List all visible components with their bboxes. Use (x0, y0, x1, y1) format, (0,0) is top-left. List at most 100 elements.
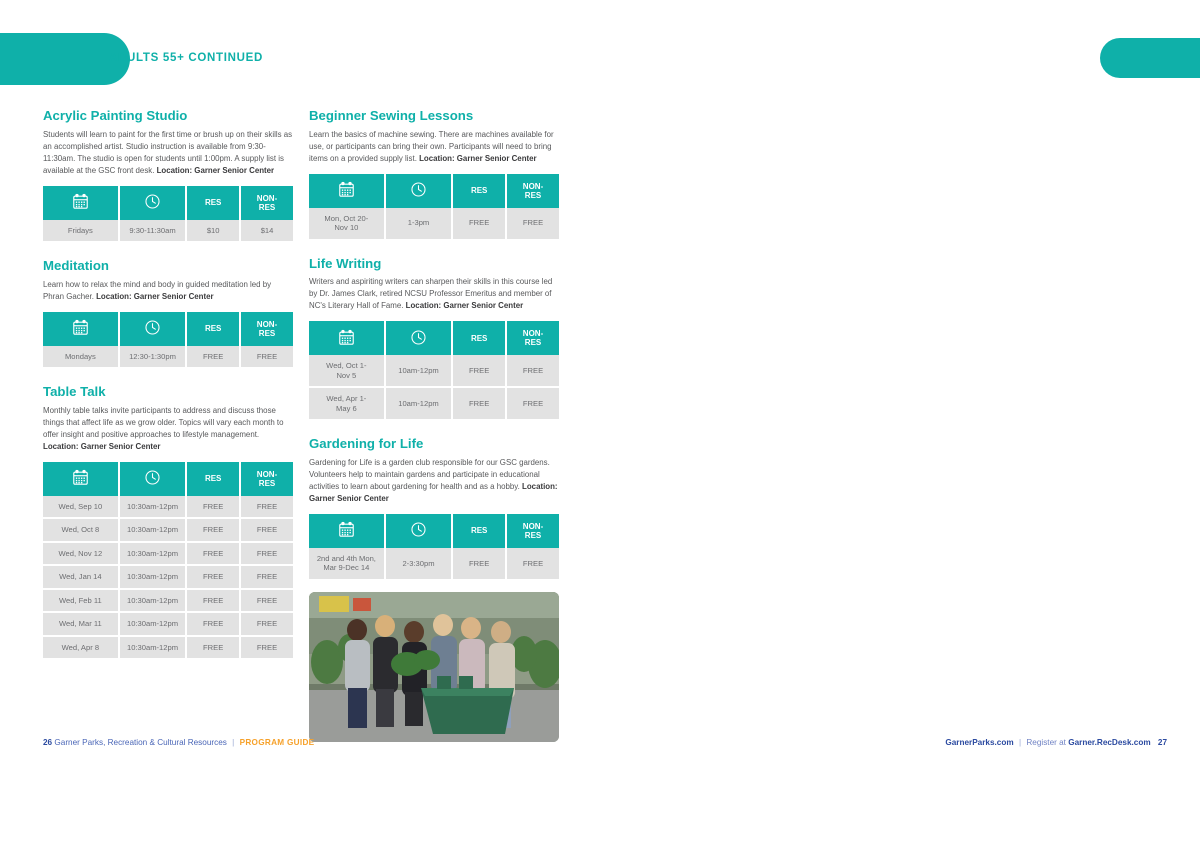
program-block: Meditation Learn how to relax the mind an… (43, 258, 293, 370)
col-header-date (43, 185, 120, 220)
cell-res: FREE (453, 207, 508, 241)
program-title: Beginner Sewing Lessons (309, 108, 474, 123)
program-block: Beginner Sewing Lessons Learn the basics … (309, 108, 559, 241)
program-description: Learn the basics of machine sewing. Ther… (309, 129, 554, 163)
col-header-date (309, 173, 386, 208)
cell-nonres: FREE (241, 613, 293, 637)
cell-nonres: FREE (507, 207, 559, 241)
schedule-table: RES NON- RES Mondays 12:30-1:30pm FREE FREE (43, 311, 293, 370)
cell-res: FREE (187, 345, 242, 370)
program-description: Gardening for Life is a garden club resp… (309, 457, 558, 503)
table-header-row: RES NON- RES (43, 461, 293, 496)
cell-time: 2-3:30pm (385, 547, 454, 581)
page-section-label: ADULTS 55+ CONTINUED (109, 52, 264, 64)
col-header-res: RES (187, 311, 242, 346)
cell-date: Wed, Sep 10 (43, 495, 120, 520)
program-block: Table Talk Monthly table talks invite par… (43, 384, 293, 661)
footer-register-site[interactable]: Garner.RecDesk.com (1068, 738, 1151, 747)
calendar-icon (338, 521, 355, 540)
cell-date: Wed, Oct 8 (43, 519, 120, 543)
program-block: Acrylic Painting Studio Students will lea… (43, 108, 293, 244)
col-header-res: RES (453, 513, 508, 548)
page-number: 26 (43, 738, 53, 747)
table-row: Wed, Mar 11 10:30am-12pm FREE FREE (43, 613, 293, 637)
garden-club-photo (309, 591, 559, 742)
column-b: Beginner Sewing Lessons Learn the basics … (309, 108, 559, 742)
col-header-res: RES (453, 321, 508, 356)
cell-time: 10:30am-12pm (119, 636, 188, 661)
cell-date: Wed, Apr 1- May 6 (309, 388, 386, 422)
clock-icon (410, 521, 427, 540)
clock-icon (144, 469, 161, 488)
footer-left: 26 Garner Parks, Recreation & Cultural R… (43, 738, 314, 747)
table-header-row: RES NON- RES (43, 311, 293, 346)
footer-separator-right: | (1018, 738, 1022, 747)
cell-nonres: FREE (241, 345, 293, 370)
schedule-table: RES NON- RES Fridays 9:30-11:30am $10 $14 (43, 185, 293, 244)
cell-time: 10:30am-12pm (119, 495, 188, 520)
table-row: Wed, Oct 1- Nov 5 10am-12pm FREE FREE (309, 355, 559, 389)
table-row: Wed, Apr 8 10:30am-12pm FREE FREE (43, 636, 293, 661)
cell-nonres: $14 (241, 219, 293, 244)
col-header-time (119, 185, 188, 220)
cell-time: 10:30am-12pm (119, 519, 188, 543)
col-header-date (309, 321, 386, 356)
footer-guide-label: PROGRAM GUIDE (239, 738, 315, 747)
schedule-table: RES NON- RES Wed, Oct 1- Nov 5 10am-12pm FREE F… (309, 321, 559, 422)
cell-nonres: FREE (241, 519, 293, 543)
col-header-nonres: NON- RES (507, 513, 559, 548)
cell-nonres: FREE (507, 355, 559, 389)
cell-nonres: FREE (241, 636, 293, 661)
program-title: Meditation (43, 258, 109, 274)
program-description: Learn how to relax the mind and body in … (43, 279, 272, 301)
magazine-spread: ADULTS 55+ CONTINUED Acrylic Painting St… (0, 0, 1200, 771)
table-header-row: RES NON- RES (309, 513, 559, 548)
cell-res: FREE (187, 519, 242, 543)
right-page: KEY RES = Resident rate for those living… (600, 0, 1200, 771)
cell-res: FREE (187, 566, 242, 590)
calendar-icon (72, 193, 89, 212)
cell-date: Wed, Apr 8 (43, 636, 120, 661)
cell-time: 10:30am-12pm (119, 589, 188, 614)
table-header-row: RES NON- RES (309, 173, 559, 208)
table-row: Mondays 12:30-1:30pm FREE FREE (43, 345, 293, 370)
cell-res: FREE (187, 495, 242, 520)
header-tab-shape (0, 33, 130, 85)
cell-nonres: FREE (241, 495, 293, 520)
table-row: Wed, Apr 1- May 6 10am-12pm FREE FREE (309, 388, 559, 422)
cell-res: FREE (453, 355, 508, 389)
footer-org: Garner Parks, Recreation & Cultural Reso… (54, 738, 227, 747)
footer-website[interactable]: GarnerParks.com (945, 738, 1014, 747)
cell-res: $10 (187, 219, 242, 244)
col-header-res: RES (187, 461, 242, 496)
cell-res: FREE (187, 636, 242, 661)
col-header-nonres: NON- RES (507, 173, 559, 208)
cell-date: Wed, Oct 1- Nov 5 (309, 355, 386, 389)
cell-nonres: FREE (241, 566, 293, 590)
col-header-nonres: NON- RES (241, 185, 293, 220)
clock-icon (410, 329, 427, 348)
calendar-icon (338, 181, 355, 200)
col-header-nonres: NON- RES (241, 311, 293, 346)
cell-time: 1-3pm (385, 207, 454, 241)
col-header-date (309, 513, 386, 548)
calendar-icon (72, 319, 89, 338)
cell-date: Wed, Jan 14 (43, 566, 120, 590)
cell-nonres: FREE (507, 388, 559, 422)
table-header-row: RES NON- RES (309, 321, 559, 356)
cell-nonres: FREE (241, 542, 293, 567)
col-header-date (43, 311, 120, 346)
cell-res: FREE (187, 613, 242, 637)
col-header-res: RES (187, 185, 242, 220)
left-page: ADULTS 55+ CONTINUED Acrylic Painting St… (0, 0, 600, 771)
col-header-date (43, 461, 120, 496)
cell-time: 10:30am-12pm (119, 542, 188, 567)
program-location: Location: Garner Senior Center (309, 481, 558, 503)
footer-register-label: Register at (1026, 738, 1069, 747)
program-description: Students will learn to paint for the fir… (43, 129, 293, 175)
clock-icon (144, 193, 161, 212)
col-header-res: RES (453, 173, 508, 208)
table-row: Wed, Nov 12 10:30am-12pm FREE FREE (43, 542, 293, 567)
table-row: 2nd and 4th Mon, Mar 9-Dec 14 2-3:30pm FREE… (309, 547, 559, 581)
page-number-right: 27 (1157, 738, 1167, 747)
